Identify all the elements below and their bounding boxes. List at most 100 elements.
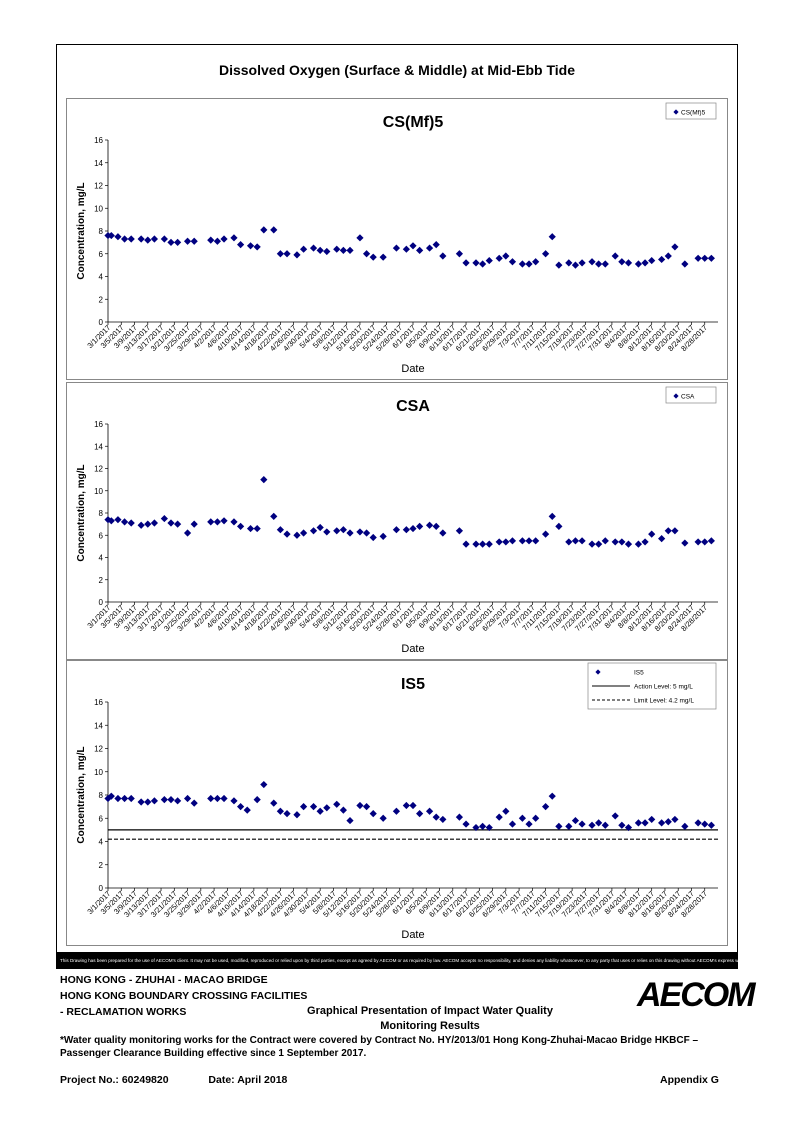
data-point — [681, 260, 689, 268]
data-point — [532, 258, 540, 266]
appendix-label: Appendix G — [660, 1074, 719, 1086]
data-point — [548, 233, 556, 241]
data-point — [333, 800, 341, 808]
data-point — [648, 256, 656, 265]
data-point — [246, 524, 255, 533]
y-tick-label: 14 — [94, 721, 103, 730]
data-point — [542, 250, 550, 258]
y-tick-label: 10 — [94, 487, 103, 496]
data-point — [555, 822, 563, 830]
data-point — [611, 812, 619, 820]
data-point — [508, 537, 517, 545]
y-axis-label: Concentration, mg/L — [76, 464, 87, 561]
data-point — [525, 537, 533, 545]
data-point — [369, 253, 377, 261]
data-point — [601, 537, 609, 545]
y-axis-label: Concentration, mg/L — [76, 182, 87, 279]
project-info: Project No.: 60249820 Date: April 2018 — [60, 1074, 287, 1086]
data-point — [362, 803, 371, 811]
data-point — [190, 237, 198, 245]
data-point — [246, 242, 255, 250]
data-point — [150, 235, 159, 243]
legend-label: Action Level: 5 mg/L — [634, 684, 693, 691]
data-point — [525, 820, 533, 828]
data-point — [701, 820, 709, 828]
y-tick-label: 0 — [99, 318, 104, 327]
data-point — [213, 794, 222, 803]
data-point — [555, 522, 563, 530]
data-point — [402, 526, 410, 534]
data-point — [565, 259, 573, 267]
data-point — [571, 261, 580, 269]
data-point — [120, 794, 129, 803]
data-point — [237, 241, 245, 249]
legend: CS(Mf)5 — [665, 102, 717, 120]
data-point — [183, 237, 192, 245]
data-point — [379, 814, 387, 822]
legend-label: CSA — [681, 394, 695, 401]
y-tick-label: 16 — [94, 136, 103, 145]
y-axis-label: Concentration, mg/L — [76, 746, 87, 843]
data-point — [409, 242, 417, 250]
data-point — [542, 530, 550, 538]
data-point — [333, 527, 341, 535]
legend-box — [665, 102, 717, 120]
data-point — [472, 823, 480, 832]
y-tick-label: 4 — [99, 838, 104, 847]
data-point — [127, 235, 135, 243]
data-point — [283, 250, 291, 258]
data-point — [555, 261, 563, 269]
data-point — [578, 537, 586, 545]
data-point — [174, 797, 182, 805]
data-point — [323, 247, 331, 256]
series-cs-mf-5 — [104, 226, 715, 269]
data-point — [578, 820, 586, 828]
presentation-title: Graphical Presentation of Impact Water Q… — [250, 1004, 610, 1034]
data-point — [114, 516, 122, 524]
y-tick-label: 16 — [94, 698, 103, 707]
chart-title: CSA — [396, 398, 430, 415]
data-point — [183, 529, 192, 537]
data-point — [346, 246, 354, 254]
data-point — [455, 250, 464, 258]
data-point — [323, 804, 331, 812]
legend-marker — [673, 393, 679, 399]
data-point — [416, 246, 424, 254]
data-point — [624, 823, 633, 832]
data-point — [144, 520, 152, 528]
data-point — [425, 244, 434, 252]
legend-box — [665, 386, 717, 404]
y-tick-label: 6 — [99, 814, 104, 823]
data-point — [601, 260, 609, 268]
y-tick-label: 4 — [99, 554, 104, 563]
presentation-title-line1: Graphical Presentation of Impact Water Q… — [307, 1005, 553, 1017]
data-point — [518, 260, 527, 268]
data-point — [114, 794, 122, 803]
y-tick-label: 8 — [99, 791, 104, 800]
data-point — [220, 794, 228, 803]
data-point — [681, 822, 689, 830]
x-axis-label: Date — [401, 643, 424, 655]
data-point — [462, 820, 470, 828]
data-point — [270, 226, 278, 234]
report-date: Date: April 2018 — [208, 1074, 288, 1086]
legend-label: CS(Mf)5 — [681, 110, 706, 117]
chart-title: CS(Mf)5 — [383, 114, 444, 131]
data-point — [167, 238, 175, 246]
legend: IS5 Action Level: 5 mg/L Limit Level: 4.2 … — [587, 662, 717, 710]
data-point — [502, 252, 510, 260]
data-point — [634, 260, 643, 268]
y-tick-label: 8 — [99, 509, 104, 518]
y-tick-label: 14 — [94, 442, 103, 451]
data-point — [127, 794, 135, 803]
data-point — [618, 538, 626, 546]
data-point — [333, 245, 341, 253]
data-point — [671, 243, 679, 251]
y-tick-label: 2 — [99, 576, 104, 585]
y-tick-label: 12 — [94, 465, 103, 474]
data-point — [518, 814, 527, 822]
chart-csmf5: CS(Mf)502468101214163/1/20173/5/20173/9/… — [66, 98, 728, 380]
data-point — [392, 526, 401, 534]
data-point — [707, 537, 715, 545]
data-point — [230, 234, 238, 242]
